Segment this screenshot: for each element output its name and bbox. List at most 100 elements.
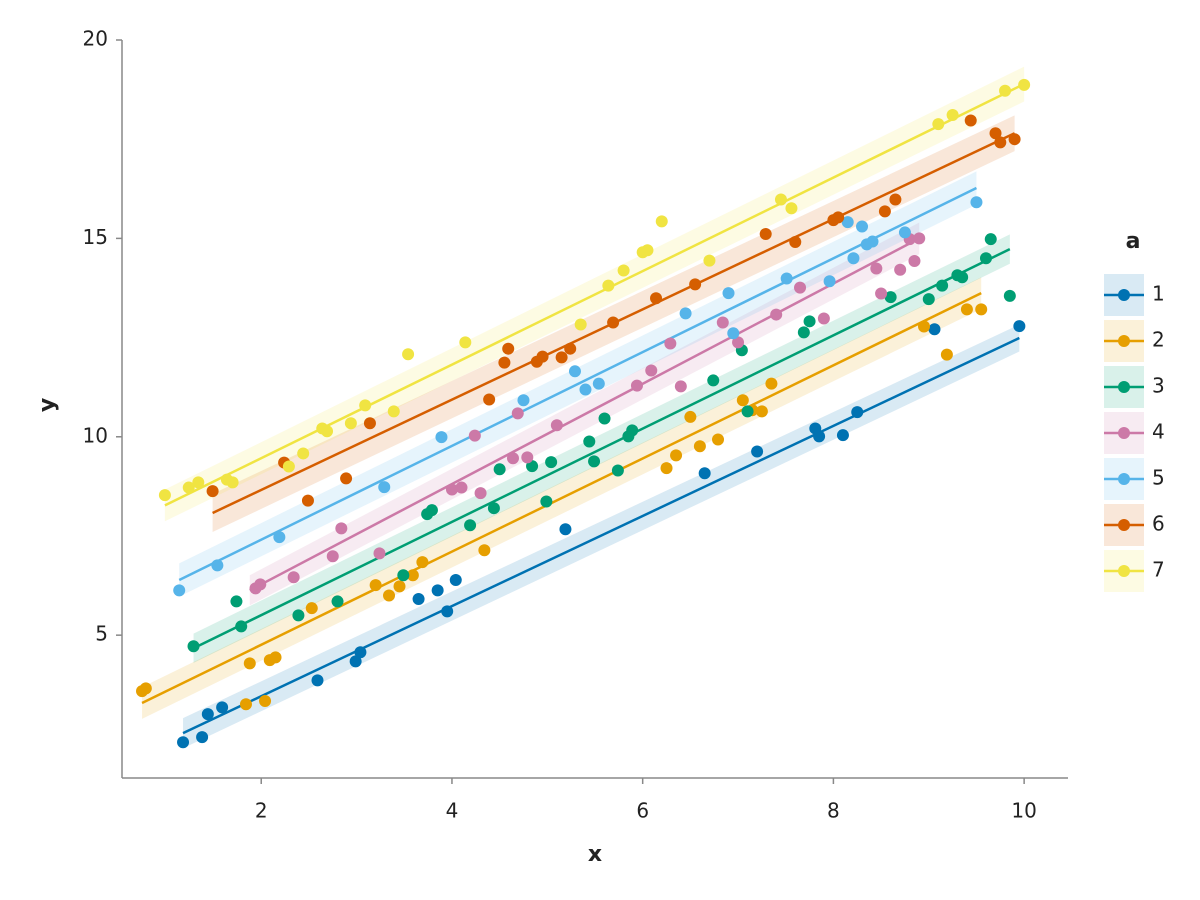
point [173,584,186,597]
point [196,731,209,744]
point [856,220,869,233]
point [674,380,687,393]
point [645,364,658,377]
point [607,316,620,329]
point [441,605,454,618]
point [851,406,864,419]
fit-line [182,336,1020,735]
point [592,377,605,390]
legend-label: 3 [1152,374,1165,398]
point [369,579,382,592]
point [282,460,295,473]
point [226,476,239,489]
point [579,383,592,396]
point [498,356,511,369]
point [259,695,272,708]
point [866,235,879,248]
point [664,337,677,350]
point [269,651,282,664]
x-tick-label: 4 [446,799,459,823]
point [574,318,587,331]
point [894,263,907,276]
point [785,202,798,215]
point [984,233,997,246]
point [502,342,515,355]
point [192,476,205,489]
point [517,394,530,407]
point [946,108,959,121]
point [564,342,577,355]
point [340,472,353,485]
point [655,215,668,228]
point [803,315,816,328]
point [182,481,195,494]
point [335,522,348,535]
point [670,449,683,462]
point [187,640,200,653]
point [326,550,339,563]
point [940,348,953,361]
point [602,279,615,292]
point [884,291,897,304]
point [383,589,396,602]
point [617,264,630,277]
point [416,556,429,569]
point [936,279,949,292]
point [511,407,524,420]
point [354,646,367,659]
point [650,292,663,305]
legend-label: 2 [1152,328,1165,352]
point [598,412,611,425]
x-tick-label: 10 [1011,799,1036,823]
legend-marker [1118,473,1130,485]
point [889,193,902,206]
point [483,393,496,406]
point [230,595,243,608]
point [751,445,764,458]
point [540,495,553,508]
point [759,228,772,241]
legend-label: 5 [1152,466,1165,490]
point [464,519,477,532]
point [545,456,558,469]
point [373,547,386,560]
y-axis-title: y [35,398,60,412]
point [468,429,481,442]
point [292,609,305,622]
point [780,272,793,285]
point [693,440,706,453]
y-tick-label: 10 [83,423,108,447]
point [425,504,438,517]
point [363,417,376,430]
point [918,320,931,333]
point [1008,133,1021,146]
point [321,425,334,438]
point [703,254,716,267]
point [359,399,372,412]
point [999,84,1012,97]
point [732,336,745,349]
point [989,127,1002,140]
point [836,429,849,442]
fit-line [249,237,920,592]
legend-marker [1118,565,1130,577]
point [550,419,563,432]
point [474,487,487,500]
point [698,467,711,480]
point [305,602,318,615]
point [158,489,171,502]
point [1013,320,1026,333]
point [397,569,410,582]
point [712,433,725,446]
point [139,682,152,695]
point [994,136,1007,149]
point [913,232,926,245]
legend-label: 4 [1152,420,1165,444]
point [431,584,444,597]
point [797,326,810,339]
point [378,481,391,494]
point [588,455,601,468]
point [239,698,252,711]
point [660,462,673,475]
